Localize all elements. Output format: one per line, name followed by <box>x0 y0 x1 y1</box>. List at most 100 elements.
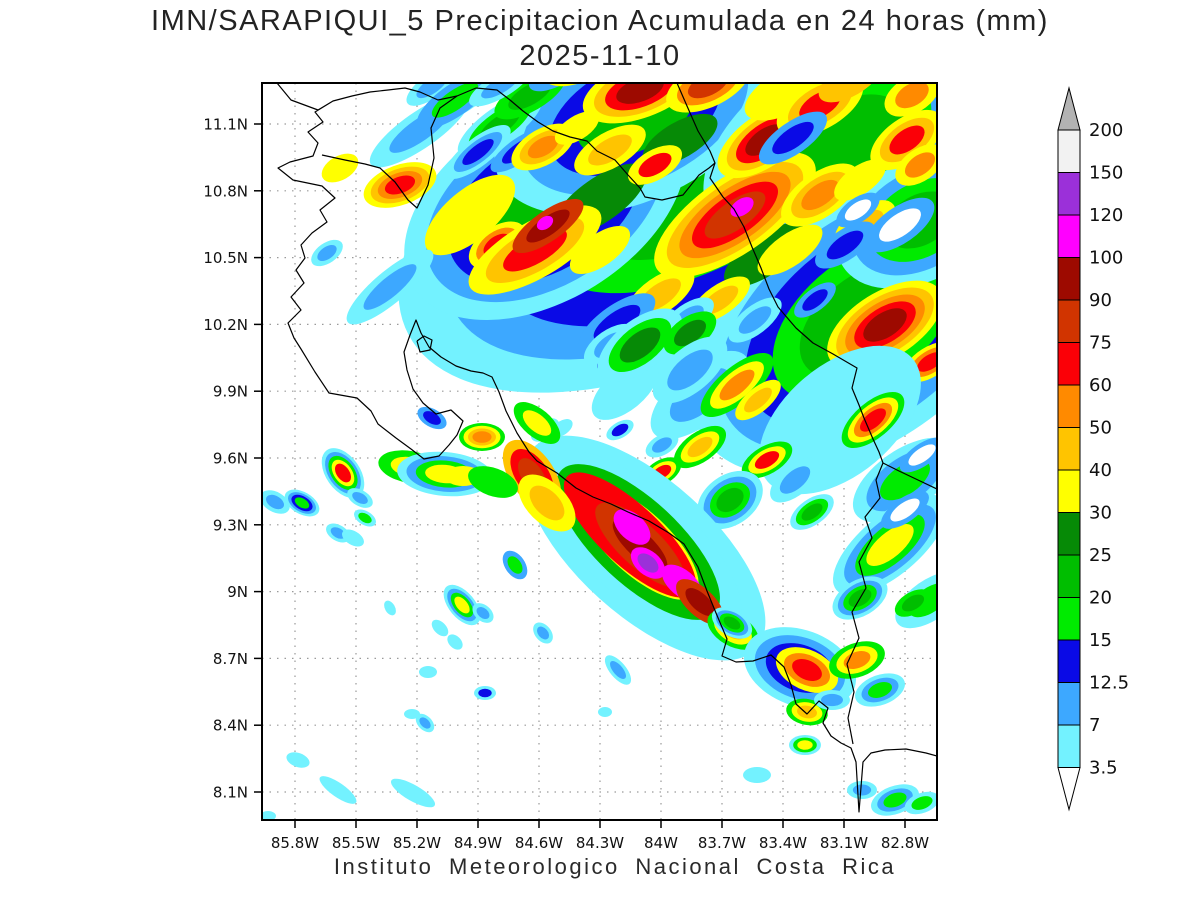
colorbar-label: 15 <box>1089 630 1112 651</box>
precip-cell <box>673 425 727 469</box>
precip-cell <box>518 474 576 532</box>
colorbar-label: 200 <box>1089 120 1123 141</box>
precip-cell <box>424 174 516 256</box>
precip-cell <box>431 619 449 637</box>
precip-cell <box>815 221 875 269</box>
precip-cell <box>263 811 276 819</box>
precip-cell <box>513 402 561 444</box>
precip-cell <box>855 673 905 707</box>
precip-cell <box>735 379 781 421</box>
precip-cell <box>627 145 683 185</box>
precip-cell <box>533 622 553 644</box>
precip-cell <box>884 84 936 117</box>
precip-cell <box>847 781 877 799</box>
precip-cell <box>728 297 782 343</box>
precip-cell <box>814 690 850 710</box>
colorbar-cell <box>1057 554 1081 598</box>
precip-cell <box>663 311 717 355</box>
precip-cell <box>404 709 420 719</box>
colorbar-cell <box>1057 512 1081 556</box>
precip-cell <box>342 529 364 547</box>
precip-cell <box>865 197 935 253</box>
precip-cell <box>468 466 518 498</box>
y-tick-label: 9.3N <box>213 516 248 534</box>
precip-cell <box>770 457 820 503</box>
x-tick-label: 84.9W <box>454 834 502 852</box>
colorbar-label: 90 <box>1089 290 1112 311</box>
precip-cell <box>899 437 936 473</box>
x-tick-label: 82.8W <box>881 834 929 852</box>
colorbar-label: 20 <box>1089 588 1112 609</box>
precip-cell <box>894 589 932 617</box>
y-tick-label: 9.6N <box>213 450 248 468</box>
precip-cell <box>700 352 774 418</box>
precip-cell <box>591 360 659 420</box>
precip-cell <box>319 776 357 804</box>
colorbar-cell <box>1057 639 1081 683</box>
precip-cell <box>286 752 310 768</box>
precip-cell <box>834 159 886 201</box>
colorbar-cell <box>1057 172 1081 216</box>
x-tick-label: 84W <box>644 834 678 852</box>
precip-cell <box>606 419 634 441</box>
y-tick-label: 10.8N <box>203 182 248 200</box>
coastline <box>416 335 433 353</box>
precip-cell <box>790 494 834 530</box>
precip-cell <box>574 124 646 176</box>
y-tick-label: 11.1N <box>203 116 248 134</box>
colorbar-label: 60 <box>1089 375 1112 396</box>
colorbar-over-arrow <box>1057 86 1081 131</box>
precip-cell <box>652 336 728 404</box>
precip-cell <box>904 791 936 815</box>
x-tick-label: 85.8W <box>271 834 319 852</box>
precip-cell <box>697 470 763 530</box>
precip-cell <box>419 666 437 678</box>
colorbar-label: 12.5 <box>1089 673 1129 694</box>
colorbar-cell <box>1057 257 1081 301</box>
y-tick-label: 9.9N <box>213 383 248 401</box>
y-tick-label: 8.4N <box>213 717 248 735</box>
precip-cell <box>384 600 396 616</box>
y-tick-label: 8.7N <box>213 650 248 668</box>
colorbar-under-arrow <box>1057 767 1081 812</box>
colorbar-cell <box>1057 214 1081 258</box>
precip-cell <box>474 686 496 700</box>
page-title: IMN/SARAPIQUI_5 Precipitacion Acumulada … <box>151 5 1049 37</box>
precip-cell <box>604 655 632 685</box>
coastline <box>321 87 716 209</box>
colorbar-cell <box>1057 299 1081 343</box>
colorbar-legend: 200 150 120 100 90 75 60 50 40 30 25 20 15 12.5 7 3.5 <box>1057 86 1129 812</box>
precip-cell <box>789 735 821 755</box>
footer-institution: Instituto Meteorologico Nacional Costa R… <box>333 854 897 879</box>
precip-cell <box>841 391 905 449</box>
precip-cell <box>829 641 885 679</box>
x-tick-label: 84.6W <box>515 834 563 852</box>
y-tick-label: 9N <box>227 583 248 601</box>
colorbar-cell <box>1057 682 1081 726</box>
precip-cell <box>582 84 698 124</box>
precip-cell <box>741 441 793 479</box>
colorbar-cell <box>1057 427 1081 471</box>
precip-field-layer <box>263 84 936 819</box>
x-tick-label: 83.7W <box>698 834 746 852</box>
precip-cell <box>502 550 528 580</box>
coastline <box>676 84 936 490</box>
colorbar-label: 50 <box>1089 418 1112 439</box>
precip-cell <box>870 109 936 171</box>
precip-cell <box>284 489 320 517</box>
precip-cell <box>645 432 679 458</box>
x-tick-label: 83.1W <box>820 834 868 852</box>
precip-cell <box>827 280 936 370</box>
x-tick-label: 85.5W <box>332 834 380 852</box>
map-frame <box>261 82 938 821</box>
colorbar-cell <box>1057 384 1081 428</box>
precip-cell <box>443 584 481 626</box>
page-subtitle-date: 2025-11-10 <box>519 40 681 72</box>
precip-cell <box>775 647 839 693</box>
coastline <box>846 462 884 745</box>
coastline <box>277 84 936 813</box>
colorbar-cell <box>1057 342 1081 386</box>
precip-cell <box>666 84 750 113</box>
precip-cell <box>447 634 463 650</box>
